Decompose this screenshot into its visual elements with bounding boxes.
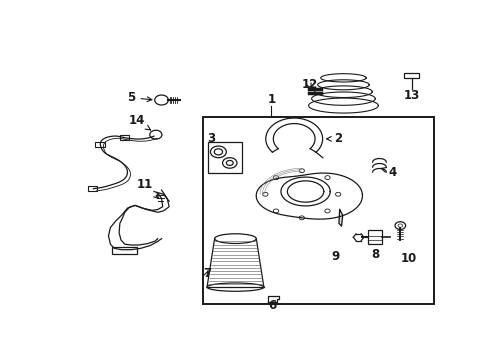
Circle shape (273, 209, 278, 213)
Polygon shape (338, 210, 342, 226)
Text: 9: 9 (331, 250, 339, 263)
Bar (403, 73, 418, 78)
Text: 8: 8 (370, 248, 378, 261)
Text: 14: 14 (128, 114, 150, 130)
Text: 13: 13 (403, 89, 419, 102)
Text: 12: 12 (301, 78, 317, 91)
Circle shape (324, 209, 329, 213)
Bar (120, 135, 129, 140)
Text: 5: 5 (127, 91, 152, 104)
Bar (203, 117, 433, 304)
Bar (87, 186, 97, 191)
Text: 7: 7 (203, 267, 211, 280)
Circle shape (299, 169, 304, 173)
Text: 3: 3 (206, 132, 214, 145)
Text: 4: 4 (381, 166, 396, 179)
Text: 2: 2 (326, 132, 341, 145)
Text: 11: 11 (136, 178, 158, 198)
Text: 6: 6 (268, 300, 276, 312)
Circle shape (262, 192, 267, 196)
Bar (208, 141, 242, 174)
Circle shape (273, 176, 278, 180)
Bar (112, 247, 137, 254)
Circle shape (335, 192, 340, 196)
Text: 10: 10 (400, 252, 416, 265)
Bar (95, 142, 104, 147)
Circle shape (299, 216, 304, 220)
Bar (367, 230, 382, 244)
Circle shape (324, 176, 329, 180)
Text: 1: 1 (267, 93, 275, 105)
